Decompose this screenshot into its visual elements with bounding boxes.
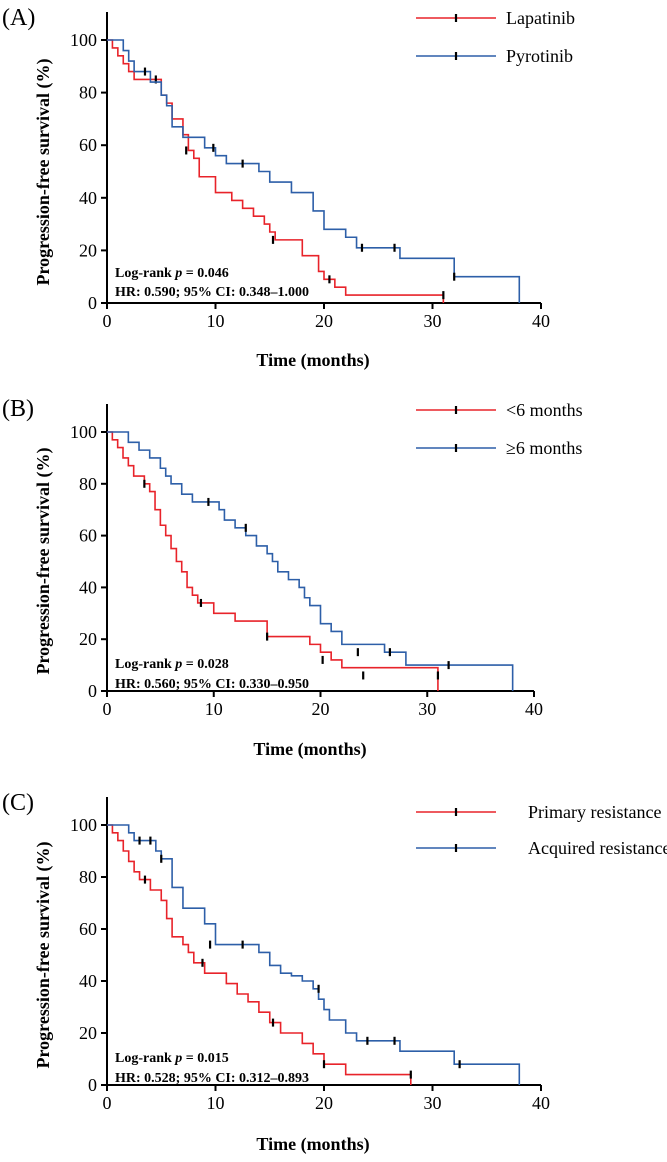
legend-label: Lapatinib xyxy=(506,8,575,28)
series-line-acquired-resistance xyxy=(107,824,521,1085)
logrank-text: Log-rank p = 0.046 xyxy=(115,266,229,281)
legend-label: Primary resistance xyxy=(528,802,661,822)
x-tick-label: 30 xyxy=(424,311,442,331)
y-tick-label: 80 xyxy=(79,867,97,887)
x-tick-label: 0 xyxy=(103,699,112,719)
x-tick-label: 20 xyxy=(312,699,330,719)
logrank-text: Log-rank p = 0.015 xyxy=(115,1051,229,1066)
y-tick-label: 100 xyxy=(70,30,97,50)
x-axis-title: Time (months) xyxy=(253,739,366,760)
x-tick-label: 0 xyxy=(103,1093,112,1113)
legend-label: Acquired resistance xyxy=(528,838,667,858)
y-tick-label: 20 xyxy=(79,240,97,260)
series-line--6-months xyxy=(107,431,439,691)
y-tick-label: 20 xyxy=(79,1023,97,1043)
y-tick-label: 60 xyxy=(79,135,97,155)
legend-label: <6 months xyxy=(506,400,583,420)
y-axis-title: Progression-free survival (%) xyxy=(33,448,54,675)
y-tick-label: 0 xyxy=(88,1075,97,1095)
x-tick-label: 30 xyxy=(424,1093,442,1113)
y-tick-label: 20 xyxy=(79,629,97,649)
panel-label: (B) xyxy=(2,396,34,422)
y-tick-label: 40 xyxy=(79,577,97,597)
hr-text: HR: 0.560; 95% CI: 0.330–0.950 xyxy=(115,677,309,692)
series-line-lapatinib xyxy=(107,39,445,303)
y-tick-label: 40 xyxy=(79,188,97,208)
logrank-text: Log-rank p = 0.028 xyxy=(115,657,229,672)
hr-text: HR: 0.590; 95% CI: 0.348–1.000 xyxy=(115,285,309,300)
y-tick-label: 40 xyxy=(79,971,97,991)
legend-label: Pyrotinib xyxy=(506,46,573,66)
y-axis-title: Progression-free survival (%) xyxy=(33,59,54,286)
x-tick-label: 20 xyxy=(315,311,333,331)
series-line-pyrotinib xyxy=(107,39,521,303)
y-axis-title: Progression-free survival (%) xyxy=(33,842,54,1069)
x-tick-label: 20 xyxy=(315,1093,333,1113)
x-tick-label: 40 xyxy=(525,699,543,719)
y-tick-label: 80 xyxy=(79,83,97,103)
y-tick-label: 60 xyxy=(79,526,97,546)
hr-text: HR: 0.528; 95% CI: 0.312–0.893 xyxy=(115,1071,309,1086)
x-tick-label: 0 xyxy=(103,311,112,331)
x-tick-label: 10 xyxy=(205,699,223,719)
x-axis-title: Time (months) xyxy=(256,350,369,371)
chart-panel-1: (A) 0 20 40 60 80 100 0 10 20 30 40 Time (months) Pro… xyxy=(2,5,575,371)
y-tick-label: 100 xyxy=(70,422,97,442)
chart-panel-3: (C) 0 20 40 60 80 100 0 10 20 30 40 Time (months) Pro… xyxy=(2,790,667,1155)
x-tick-label: 30 xyxy=(418,699,436,719)
x-tick-label: 40 xyxy=(532,311,550,331)
y-tick-label: 0 xyxy=(88,681,97,701)
series-line-primary-resistance xyxy=(107,824,412,1085)
y-tick-label: 60 xyxy=(79,919,97,939)
y-tick-label: 80 xyxy=(79,474,97,494)
x-axis-title: Time (months) xyxy=(256,1134,369,1155)
panel-label: (A) xyxy=(2,5,35,31)
x-tick-label: 40 xyxy=(532,1093,550,1113)
panel-label: (C) xyxy=(2,790,34,816)
x-tick-label: 10 xyxy=(207,1093,225,1113)
legend-label: ≥6 months xyxy=(506,438,582,458)
series-line--6-months xyxy=(107,431,514,691)
y-tick-label: 0 xyxy=(88,293,97,313)
y-tick-label: 100 xyxy=(70,815,97,835)
x-tick-label: 10 xyxy=(207,311,225,331)
chart-panel-2: (B) 0 20 40 60 80 100 0 10 20 30 40 Time (months) Pro… xyxy=(2,396,583,760)
